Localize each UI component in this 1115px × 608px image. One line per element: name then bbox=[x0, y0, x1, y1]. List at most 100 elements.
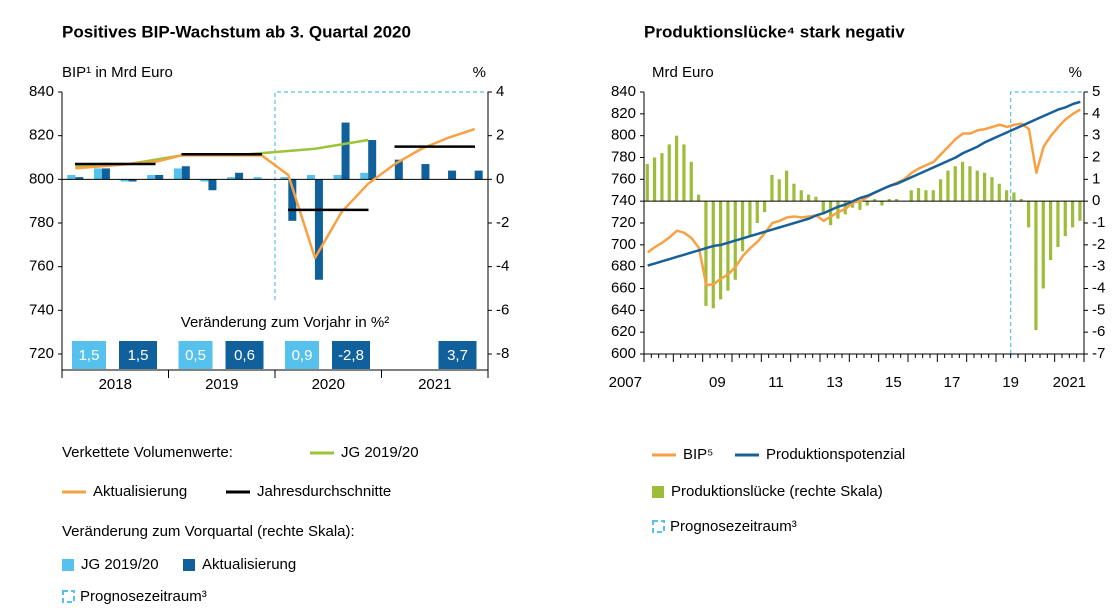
bar bbox=[821, 201, 825, 215]
bar bbox=[394, 159, 403, 180]
bar bbox=[777, 179, 781, 202]
y-tick-label: 700 bbox=[611, 236, 636, 253]
bar bbox=[755, 201, 759, 223]
bar bbox=[873, 198, 877, 202]
bar bbox=[807, 194, 811, 202]
bar bbox=[200, 179, 209, 182]
y2-tick-label: -2 bbox=[496, 214, 509, 231]
bar bbox=[660, 153, 664, 202]
legend-forecast-icon bbox=[62, 590, 75, 603]
bar bbox=[983, 172, 987, 202]
bar bbox=[770, 174, 774, 202]
bar bbox=[895, 198, 899, 202]
bar bbox=[421, 164, 430, 180]
bar bbox=[726, 201, 730, 291]
bar bbox=[1078, 201, 1082, 221]
bar bbox=[227, 177, 236, 180]
legend-heading: Veränderung zum Vorquartal (rechte Skala… bbox=[62, 523, 355, 540]
annual-change-box bbox=[225, 341, 264, 369]
bar bbox=[997, 183, 1001, 202]
bar bbox=[341, 122, 350, 180]
x-tick-label: 2021 bbox=[418, 376, 451, 393]
bar bbox=[851, 201, 855, 208]
bar bbox=[953, 166, 957, 202]
y-tick-label: 600 bbox=[611, 345, 636, 362]
y-tick-label: 720 bbox=[611, 214, 636, 231]
legend-label: JG 2019/20 bbox=[81, 556, 159, 573]
bar bbox=[1012, 192, 1016, 202]
bar bbox=[704, 201, 708, 306]
legend-label: Aktualisierung bbox=[202, 556, 296, 573]
bar bbox=[1063, 201, 1067, 237]
y2-tick-label: -1 bbox=[1092, 214, 1105, 231]
bar bbox=[924, 190, 928, 202]
y2-tick-label: -2 bbox=[1092, 236, 1105, 253]
x-tick-label: 09 bbox=[709, 374, 726, 391]
bar bbox=[1056, 201, 1060, 248]
bar bbox=[67, 174, 76, 180]
bar bbox=[128, 179, 137, 182]
y2-tick-label: 0 bbox=[1092, 192, 1100, 209]
bar bbox=[689, 161, 693, 202]
y2-tick-label: 3 bbox=[1092, 127, 1100, 144]
y2-tick-label: 1 bbox=[1092, 170, 1100, 187]
y2-tick-label: -4 bbox=[496, 258, 509, 275]
legend-label: Jahresdurchschnitte bbox=[257, 483, 391, 500]
x-tick-label: 2019 bbox=[205, 376, 238, 393]
bar bbox=[711, 201, 715, 309]
y-tick-label: 680 bbox=[611, 258, 636, 275]
bar bbox=[697, 194, 701, 202]
x-tick-label: 17 bbox=[944, 374, 961, 391]
bar bbox=[792, 183, 796, 202]
y-tick-label: 760 bbox=[29, 258, 54, 275]
legend-label: Aktualisierung bbox=[93, 483, 187, 500]
bar bbox=[448, 170, 457, 180]
bar bbox=[1027, 201, 1031, 228]
line-series bbox=[647, 100, 1081, 267]
bar bbox=[474, 170, 483, 180]
bar bbox=[799, 190, 803, 202]
y2-tick-label: 4 bbox=[496, 83, 504, 100]
bar bbox=[1034, 201, 1038, 330]
bar bbox=[909, 190, 913, 202]
bar bbox=[1019, 198, 1023, 202]
y-tick-label: 640 bbox=[611, 301, 636, 318]
annual-change-box bbox=[285, 341, 319, 369]
y2-tick-label: 5 bbox=[1092, 83, 1100, 100]
x-tick-label: 11 bbox=[768, 374, 784, 391]
bar bbox=[208, 179, 217, 191]
forecast-frame bbox=[274, 91, 488, 300]
y-axis-label: Mrd Euro bbox=[652, 64, 714, 81]
chart-title: Positives BIP-Wachstum ab 3. Quartal 202… bbox=[62, 22, 411, 41]
y-tick-label: 760 bbox=[611, 170, 636, 187]
y2-tick-label: -4 bbox=[1092, 279, 1105, 296]
annual-change-box bbox=[332, 341, 370, 369]
legend-label: Prognosezeitraum³ bbox=[670, 518, 797, 535]
bar bbox=[675, 135, 679, 202]
bar bbox=[975, 170, 979, 202]
x-tick-label: 13 bbox=[826, 374, 843, 391]
y-tick-label: 620 bbox=[611, 323, 636, 340]
bar bbox=[181, 166, 190, 180]
y-tick-label: 780 bbox=[29, 214, 54, 231]
legend-heading: Verkettete Volumenwerte: bbox=[62, 444, 233, 461]
bar bbox=[887, 198, 891, 202]
bar bbox=[280, 177, 289, 180]
bar bbox=[814, 196, 818, 202]
bar bbox=[858, 201, 862, 210]
y-tick-label: 840 bbox=[29, 83, 54, 100]
bar bbox=[763, 201, 767, 213]
annual-change-label: 1,5 bbox=[128, 347, 149, 364]
bar bbox=[155, 174, 164, 180]
x-tick-label: 2021 bbox=[1053, 374, 1086, 391]
y2-tick-label: 4 bbox=[1092, 105, 1100, 122]
y-tick-label: 820 bbox=[29, 127, 54, 144]
bar bbox=[360, 172, 369, 180]
y2-tick-label: -6 bbox=[496, 301, 509, 318]
bar bbox=[1041, 201, 1045, 289]
bar bbox=[306, 174, 315, 180]
bar bbox=[314, 179, 323, 280]
forecast-frame bbox=[1010, 91, 1084, 354]
y2-tick-label: -6 bbox=[1092, 323, 1105, 340]
